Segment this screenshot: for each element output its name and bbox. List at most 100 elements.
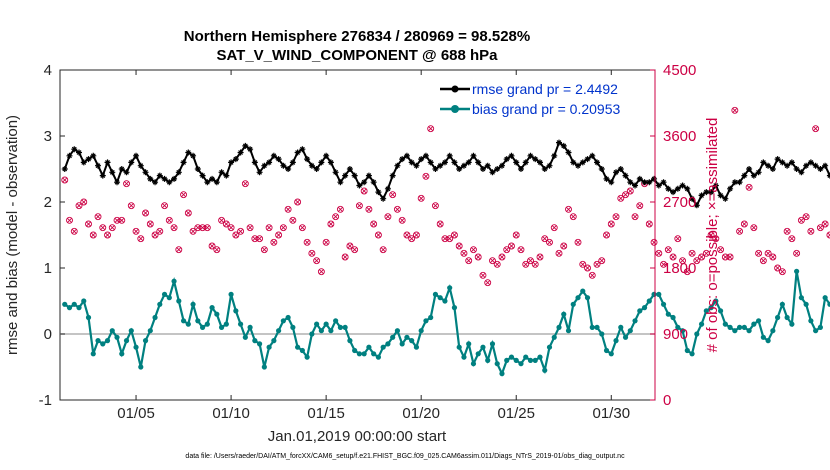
- bias-point: [380, 344, 386, 350]
- bias-point: [233, 308, 239, 314]
- rmse-point: [703, 189, 710, 196]
- obs-assimilated-point: [380, 247, 386, 253]
- rmse-point: [337, 179, 344, 186]
- rmse-point: [99, 172, 106, 179]
- obs-possible-point: [270, 238, 278, 246]
- rmse-point: [765, 162, 772, 169]
- rmse-point: [266, 159, 273, 166]
- obs-assimilated-point: [480, 272, 486, 278]
- obs-possible-point: [327, 220, 335, 228]
- obs-possible-point: [146, 220, 154, 228]
- obs-possible-point: [99, 224, 107, 232]
- obs-assimilated-point: [565, 206, 572, 212]
- obs-assimilated-point: [266, 225, 272, 231]
- rmse-point: [503, 156, 510, 163]
- obs-assimilated-point: [176, 247, 182, 253]
- bias-point: [409, 338, 415, 344]
- rmse-point: [128, 159, 135, 166]
- obs-possible-point: [465, 257, 473, 265]
- obs-assimilated-point: [523, 261, 529, 267]
- obs-possible-point: [265, 224, 273, 232]
- obs-possible-point: [142, 209, 149, 217]
- obs-possible-point: [80, 198, 88, 206]
- obs-assimilated-point: [124, 181, 130, 187]
- bias-point: [485, 357, 491, 363]
- rmse-point: [527, 152, 534, 159]
- bias-point: [694, 331, 700, 337]
- obs-possible-point: [427, 125, 435, 133]
- obs-assimilated-point: [813, 126, 819, 132]
- obs-assimilated-point: [627, 188, 633, 194]
- bias-point: [660, 301, 667, 307]
- obs-assimilated-point: [732, 107, 738, 113]
- obs-possible-point: [170, 224, 178, 232]
- rmse-point: [161, 175, 168, 182]
- obs-possible-point: [161, 202, 169, 210]
- bias-point: [599, 331, 605, 337]
- obs-possible-point: [565, 205, 572, 213]
- bias-point: [442, 298, 448, 304]
- obs-possible-point: [137, 235, 145, 243]
- rmse-point: [166, 179, 173, 186]
- bias-point: [618, 324, 624, 330]
- bias-point: [437, 295, 443, 301]
- bias-point: [556, 324, 562, 330]
- rmse-point: [774, 156, 781, 163]
- obs-assimilated-point: [665, 247, 671, 253]
- obs-possible-point: [512, 231, 520, 239]
- bias-point: [637, 308, 643, 314]
- obs-possible-point: [118, 216, 126, 224]
- obs-possible-point: [374, 231, 382, 239]
- y-tick-label: -1: [39, 392, 52, 409]
- obs-possible-point: [123, 180, 130, 188]
- obs-assimilated-point: [214, 247, 220, 253]
- obs-assimilated-point: [432, 203, 438, 209]
- bias-point: [257, 341, 263, 347]
- obs-possible-point: [493, 260, 501, 268]
- rmse-point: [308, 162, 315, 169]
- rmse-point: [313, 166, 320, 172]
- obs-assimilated-point: [466, 258, 472, 264]
- x-axis-label: Jan.01,2019 00:00:00 start: [268, 428, 447, 445]
- rmse-point: [769, 166, 776, 172]
- bias-point: [603, 347, 610, 354]
- obs-assimilated-point: [200, 225, 206, 231]
- obs-possible-point: [626, 187, 634, 195]
- obs-possible-point: [85, 220, 92, 228]
- obs-assimilated-point: [661, 261, 667, 267]
- rmse-point: [327, 159, 334, 166]
- obs-possible-point: [807, 227, 815, 235]
- bias-point: [242, 334, 248, 340]
- rmse-point: [394, 162, 401, 169]
- rmse-point: [418, 156, 425, 163]
- obs-assimilated-point: [737, 228, 743, 234]
- obs-possible-point: [165, 216, 173, 224]
- obs-assimilated-point: [613, 214, 619, 220]
- bias-point: [808, 318, 814, 324]
- rmse-point: [594, 159, 601, 166]
- rmse-point: [171, 175, 178, 182]
- rmse-point: [660, 179, 667, 186]
- obs-possible-point: [446, 235, 454, 243]
- bias-point: [413, 344, 420, 350]
- obs-possible-point: [598, 257, 606, 265]
- obs-possible-point: [702, 249, 710, 257]
- obs-assimilated-point: [147, 221, 153, 227]
- obs-possible-point: [218, 216, 226, 224]
- obs-assimilated-point: [90, 232, 96, 238]
- y-axis: -1 0 1 2 3 4: [39, 62, 65, 409]
- obs-possible-point: [108, 224, 116, 232]
- obs-possible-point: [726, 253, 734, 261]
- obs-possible-point: [256, 235, 264, 243]
- bias-point: [708, 305, 714, 311]
- obs-possible-point: [203, 224, 211, 232]
- legend-bias: bias grand pr = 0.20953: [440, 101, 620, 117]
- bias-point: [190, 301, 196, 307]
- obs-possible-point: [132, 227, 140, 235]
- rmse-point: [427, 159, 434, 166]
- obs-assimilated-point: [546, 239, 553, 245]
- obs-assimilated-point: [518, 247, 524, 253]
- obs-possible-point: [232, 231, 240, 239]
- obs-assimilated-point: [437, 221, 443, 227]
